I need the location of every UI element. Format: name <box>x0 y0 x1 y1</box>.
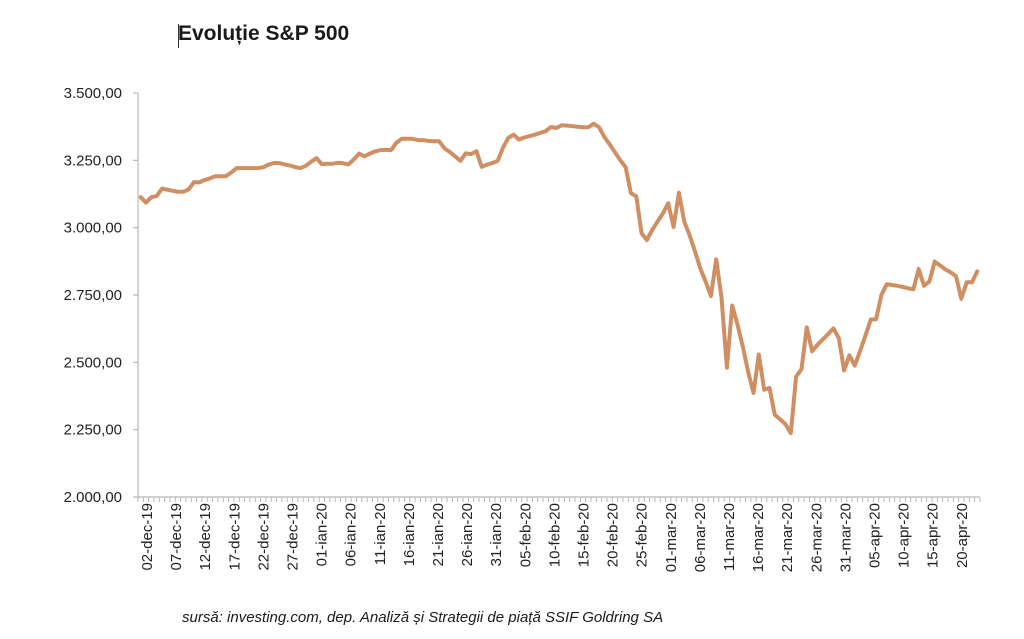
y-tick-label: 3.000,00 <box>64 220 122 237</box>
x-tick-label: 25-feb-20 <box>634 503 651 567</box>
y-axis: 2.000,00 2.250,00 2.500,00 2.750,00 3.000,00… <box>64 85 139 506</box>
x-tick-label: 05-feb-20 <box>517 503 534 567</box>
y-tick-label: 2.500,00 <box>64 354 122 371</box>
x-tick-label: 15-apr-20 <box>925 503 942 568</box>
x-tick-label: 21-ian-20 <box>430 503 447 566</box>
x-tick-label: 15-feb-20 <box>576 503 593 567</box>
x-tick-label: 20-feb-20 <box>605 503 622 567</box>
x-tick-label: 16-ian-20 <box>401 503 418 566</box>
y-tick-label: 2.750,00 <box>64 287 122 304</box>
y-tick-label: 3.500,00 <box>64 85 122 102</box>
x-tick-label: 02-dec-19 <box>139 503 156 571</box>
x-tick-label: 05-apr-20 <box>867 503 884 568</box>
x-tick-label: 10-feb-20 <box>546 503 563 567</box>
y-tick-label: 3.250,00 <box>64 152 122 169</box>
text-cursor <box>178 24 179 48</box>
x-tick-label: 16-mar-20 <box>750 503 767 572</box>
x-tick-label: 12-dec-19 <box>197 503 214 571</box>
x-tick-label: 21-mar-20 <box>779 503 796 572</box>
x-axis: 02-dec-19 07-dec-19 12-dec-19 17-dec-19 22-d… <box>137 496 981 572</box>
x-tick-label: 31-ian-20 <box>488 503 505 566</box>
x-tick-label: 22-dec-19 <box>255 503 272 571</box>
x-tick-label: 26-ian-20 <box>459 503 476 566</box>
source-note: sursă: investing.com, dep. Analiză și St… <box>182 609 664 626</box>
x-tick-label: 10-apr-20 <box>896 503 913 568</box>
plot-area <box>138 121 980 436</box>
y-tick-label: 2.000,00 <box>64 489 122 506</box>
x-tick-label: 07-dec-19 <box>168 503 185 571</box>
x-tick-label: 01-mar-20 <box>663 503 680 572</box>
x-tick-label: 27-dec-19 <box>285 503 302 571</box>
series-line <box>138 121 980 436</box>
y-tick-label: 2.250,00 <box>64 422 122 439</box>
chart-title: Evoluție S&P 500 <box>178 22 350 45</box>
x-tick-label: 26-mar-20 <box>808 503 825 572</box>
x-tick-label: 31-mar-20 <box>837 503 854 572</box>
x-tick-label: 11-ian-20 <box>372 503 389 565</box>
x-tick-label: 01-ian-20 <box>314 503 331 566</box>
x-tick-label: 06-mar-20 <box>692 503 709 572</box>
x-tick-label: 20-apr-20 <box>954 503 971 568</box>
x-tick-label: 11-mar-20 <box>721 503 738 571</box>
x-tick-label: 17-dec-19 <box>226 503 243 571</box>
x-tick-label: 06-ian-20 <box>343 503 360 566</box>
